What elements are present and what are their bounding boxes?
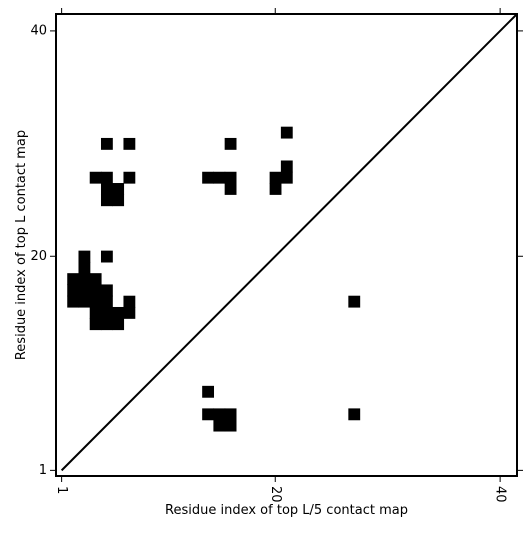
y-tick-label: 40 (30, 23, 47, 38)
contact-cell (100, 171, 113, 184)
ticks-layer: 1 20 40 1 20 40 (30, 8, 523, 503)
contact-cell (112, 183, 125, 195)
contact-cell (224, 183, 237, 195)
contact-cell (224, 408, 237, 421)
contact-cell (89, 284, 102, 297)
contact-cell (112, 194, 125, 207)
contact-cell (78, 250, 91, 263)
contact-cell (224, 137, 237, 150)
contact-cell (100, 250, 113, 263)
contact-cell (89, 273, 102, 286)
contact-cell (78, 284, 91, 297)
contact-cell (100, 284, 113, 297)
y-axis-label: Residue index of top L contact map (14, 130, 29, 360)
contact-cell (202, 408, 215, 421)
contact-cell (269, 183, 282, 195)
contact-cell (213, 171, 226, 184)
y-tick-label: 1 (39, 463, 47, 478)
contact-cell (67, 273, 80, 286)
x-tick-label: 20 (268, 486, 283, 503)
contact-cell (78, 261, 91, 274)
contact-cell (89, 306, 102, 319)
contact-cell (100, 306, 113, 319)
contact-cell (89, 171, 102, 184)
contact-cell (123, 171, 136, 184)
contact-cell (280, 126, 293, 139)
contact-cell (224, 419, 237, 432)
contact-cell (89, 318, 102, 331)
contact-cell (123, 295, 136, 308)
contact-cell (123, 306, 136, 319)
contact-cell (280, 171, 293, 184)
contact-cell (112, 318, 125, 331)
contact-cell (100, 137, 113, 150)
contact-cell (280, 160, 293, 173)
contact-cell (213, 419, 226, 432)
diagonal-line (60, 13, 518, 472)
contact-cell (67, 295, 80, 308)
x-axis-label: Residue index of top L/5 contact map (165, 503, 408, 518)
plot-frame (55, 13, 518, 477)
contact-cell (123, 137, 136, 150)
contact-cell (100, 194, 113, 207)
contact-cell (269, 171, 282, 184)
contact-cell (112, 306, 125, 319)
y-tick-label: 20 (30, 249, 47, 264)
contact-cell (100, 295, 113, 308)
contact-cell (89, 295, 102, 308)
contact-cell (348, 295, 361, 308)
contact-cell (67, 284, 80, 297)
contact-cell (213, 408, 226, 421)
contact-cell (100, 183, 113, 195)
x-tick-label: 1 (54, 486, 69, 494)
contact-cell (78, 295, 91, 308)
contact-cell (202, 171, 215, 184)
contact-cell (224, 171, 237, 184)
x-tick-label: 40 (493, 486, 508, 503)
contact-cells (67, 126, 361, 432)
contact-cell (78, 273, 91, 286)
contact-cell (202, 385, 215, 398)
contact-cell (100, 318, 113, 331)
contact-cell (348, 408, 361, 421)
diagonal-layer (60, 13, 518, 472)
